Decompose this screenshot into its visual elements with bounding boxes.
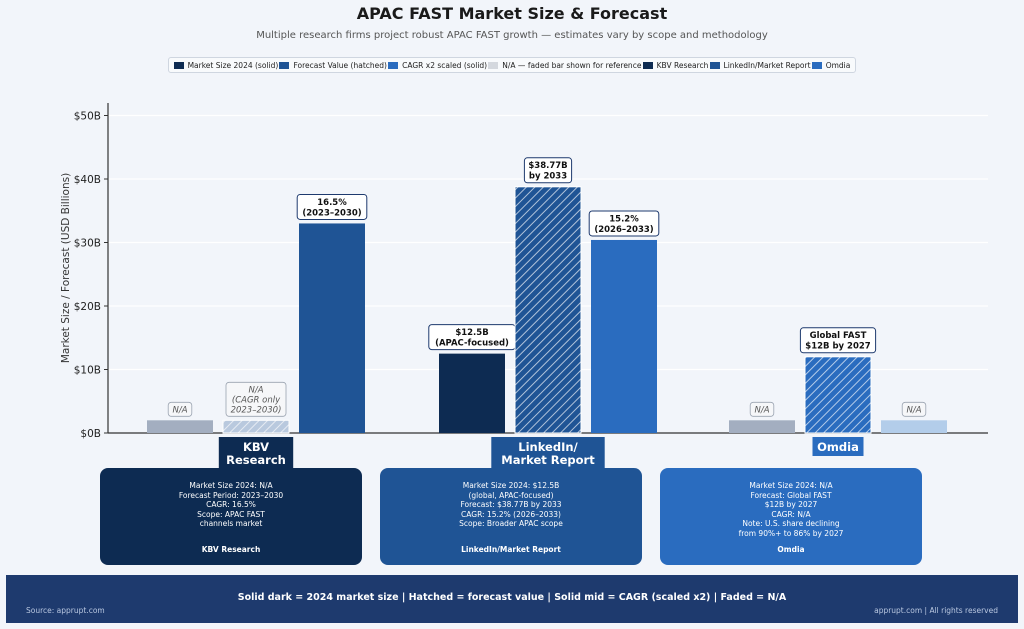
data-label-box — [296, 193, 368, 220]
category-label: KBV — [243, 440, 269, 454]
data-label: (CAGR only — [232, 395, 281, 405]
bar-cagr-x2-scaled — [299, 223, 365, 433]
legend-swatch — [642, 61, 653, 69]
data-label: N/A — [248, 385, 263, 395]
data-label-box — [225, 381, 287, 417]
legend-label: N/A — faded bar shown for reference — [502, 60, 642, 70]
legend-item: N/A — faded bar shown for reference — [488, 61, 641, 70]
legend-label: CAGR x2 scaled (solid) — [402, 60, 488, 70]
info-card: Market Size 2024: N/A Forecast Period: 2… — [100, 468, 362, 565]
y-tick-label: $0B — [80, 428, 101, 440]
category-label: LinkedIn/ — [518, 440, 578, 454]
legend-swatch — [488, 61, 499, 69]
y-tick-label: $30B — [74, 238, 101, 250]
bar-market-size-2024 — [439, 353, 505, 433]
chart-title: APAC FAST Market Size & Forecast — [356, 4, 668, 23]
data-label: Global FAST — [810, 331, 867, 341]
data-label: 15.2% — [609, 214, 639, 224]
bar-forecast-value — [514, 186, 582, 434]
data-label-box — [749, 401, 775, 417]
card-source-name: LinkedIn/Market Report — [461, 545, 561, 554]
data-label: (APAC-focused) — [435, 339, 509, 349]
category-label: Omdia — [817, 440, 859, 454]
category-label-box — [218, 437, 294, 469]
legend-item: Forecast Value (hatched) — [279, 61, 387, 70]
legend-swatch — [709, 61, 720, 69]
legend-swatch — [388, 61, 399, 69]
data-label: 16.5% — [317, 198, 347, 208]
card-source-name: Omdia — [777, 545, 805, 554]
bar-market-size-2024 — [147, 420, 213, 433]
legend-item: CAGR x2 scaled (solid) — [388, 61, 487, 70]
data-label: $38.77B — [528, 161, 567, 171]
legend-swatch — [811, 61, 822, 69]
data-label: N/A — [754, 405, 769, 415]
legend: Market Size 2024 (solid) Forecast Value (… — [168, 57, 856, 73]
data-label: N/A — [172, 405, 187, 415]
category-label-box — [812, 437, 864, 456]
data-label: (2026–2033) — [594, 225, 653, 235]
legend-item: KBV Research — [642, 60, 709, 70]
data-label-box — [901, 401, 927, 417]
y-axis-label: Market Size / Forecast (USD Billions) — [60, 173, 72, 363]
legend-item: Market Size 2024 (solid) — [173, 60, 279, 70]
bar-cagr-x2-scaled — [591, 239, 657, 433]
card-source-name: KBV Research — [201, 545, 261, 554]
data-label: N/A — [906, 405, 921, 415]
data-label-box — [523, 157, 573, 184]
data-label: $12.5B — [455, 328, 488, 338]
data-label: by 2033 — [529, 172, 567, 182]
legend-item: Omdia — [811, 60, 851, 70]
chart-subtitle: Multiple research firms project robust A… — [256, 30, 768, 41]
category-label: Research — [226, 453, 286, 467]
card-details: Market Size 2024: N/A Forecast Period: 2… — [178, 481, 284, 529]
data-label: (2023–2030) — [302, 208, 361, 218]
legend-label: LinkedIn/Market Report — [723, 60, 811, 70]
data-label-box — [588, 210, 660, 237]
legend-label: Omdia — [825, 60, 851, 70]
data-label-box — [799, 327, 877, 354]
info-card: Market Size 2024: N/A Forecast: Global F… — [660, 468, 922, 565]
card-details: Market Size 2024: $12.5B (global, APAC-f… — [459, 481, 563, 529]
y-tick-label: $50B — [74, 111, 101, 123]
legend-swatch — [173, 61, 184, 69]
footer-key: Solid dark = 2024 market size | Hatched … — [237, 592, 787, 603]
data-label-box — [167, 401, 193, 417]
bar-forecast-value — [222, 419, 290, 434]
y-tick-label: $10B — [74, 365, 101, 377]
bar-forecast-value — [804, 356, 872, 434]
footer-source: Source: apprupt.com — [26, 606, 105, 615]
category-label-box — [491, 437, 605, 469]
footer-copyright: apprupt.com | All rights reserved — [874, 606, 998, 615]
legend-label: KBV Research — [656, 60, 709, 70]
legend-item: LinkedIn/Market Report — [709, 60, 811, 70]
legend-label: Market Size 2024 (solid) — [187, 60, 279, 70]
category-label: Market Report — [501, 453, 595, 467]
legend-swatch — [279, 61, 290, 69]
card-details: Market Size 2024: N/A Forecast: Global F… — [738, 481, 844, 538]
footer-banner: Solid dark = 2024 market size | Hatched … — [6, 575, 1018, 623]
y-tick-label: $40B — [74, 174, 101, 186]
bar-cagr-x2-scaled — [881, 420, 947, 433]
info-card: Market Size 2024: $12.5B (global, APAC-f… — [380, 468, 642, 565]
data-label: 2023–2030) — [231, 405, 282, 415]
legend-label: Forecast Value (hatched) — [293, 60, 387, 70]
data-label: $12B by 2027 — [805, 342, 871, 352]
y-tick-label: $20B — [74, 301, 101, 313]
bar-market-size-2024 — [729, 420, 795, 433]
